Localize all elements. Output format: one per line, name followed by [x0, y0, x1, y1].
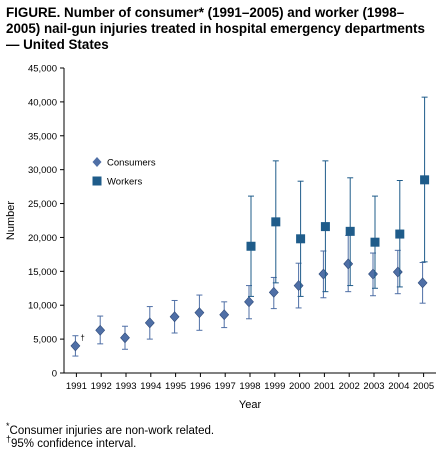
y-tick-label: 45,000 [28, 64, 57, 75]
consumers-point [144, 317, 155, 329]
consumers-point [392, 266, 403, 278]
workers-point [246, 241, 256, 251]
x-tick-label: 2005 [413, 381, 434, 392]
consumers-point [120, 332, 130, 344]
x-tick-label: 1995 [165, 381, 186, 392]
consumers-point [95, 324, 106, 336]
chart-axes: 0 5,000 10,000 15,000 20,000 25,000 30,000 35,0… [5, 64, 436, 411]
footnote-consumer: *Consumer injuries are non-work related. [6, 420, 214, 438]
y-tick-label: 10,000 [28, 301, 57, 312]
x-tick-label: 2004 [388, 381, 409, 392]
legend-consumers-marker [92, 157, 102, 167]
consumers-point [268, 286, 279, 298]
x-tick-label: 1998 [239, 381, 260, 392]
workers-point [370, 237, 380, 247]
consumers-point [219, 309, 230, 321]
y-tick-label: 35,000 [28, 131, 57, 142]
workers-point [296, 234, 306, 244]
footnote-consumer-text: Consumer injuries are non-work related. [9, 424, 215, 437]
x-tick-label: 2001 [314, 381, 335, 392]
chart-legend: Consumers Workers [92, 157, 156, 188]
consumers-point [194, 307, 205, 319]
x-axis-label: Year [239, 399, 262, 411]
x-tick-label: 1996 [190, 381, 211, 392]
consumers-point [343, 258, 354, 270]
workers-point [420, 175, 430, 185]
y-tick-label: 15,000 [28, 267, 57, 278]
workers-point [271, 217, 281, 227]
y-tick-label: 40,000 [28, 97, 57, 108]
consumers-point [318, 268, 329, 280]
y-tick-label: 20,000 [28, 233, 57, 244]
x-tick-label: 1992 [91, 381, 112, 392]
y-axis-label: Number [5, 201, 17, 240]
consumers-point [368, 268, 378, 280]
y-tick-label: 5,000 [33, 335, 57, 346]
x-tick-label: 1993 [115, 381, 136, 392]
ci-annotation: † [80, 334, 84, 343]
footnote-ci-text: 95% confidence interval. [11, 437, 137, 450]
chart-marks: † [70, 96, 430, 357]
footnote-consumer-mark: * [6, 421, 10, 431]
legend-label: Consumers [107, 158, 156, 169]
x-tick-label: 1991 [66, 381, 87, 392]
y-tick-label: 0 [52, 369, 57, 380]
x-tick-label: 2003 [363, 381, 384, 392]
footnote-ci: †95% confidence interval. [6, 433, 136, 451]
figure-title: FIGURE. Number of consumer* (1991–2005) … [6, 5, 425, 52]
legend-label: Workers [107, 177, 142, 188]
consumers-point [244, 296, 254, 308]
workers-point [395, 229, 405, 239]
legend-workers-marker [92, 176, 102, 186]
x-tick-label: 1997 [215, 381, 236, 392]
consumers-point [70, 340, 81, 352]
consumers-point [169, 311, 180, 323]
consumers-point [293, 280, 304, 292]
workers-point [320, 222, 330, 232]
x-tick-label: 2002 [339, 381, 360, 392]
workers-point [345, 226, 355, 236]
y-tick-label: 25,000 [28, 199, 57, 210]
footnote-ci-mark: † [6, 434, 12, 444]
x-tick-label: 1994 [140, 381, 161, 392]
consumers-point [417, 277, 428, 289]
y-tick-label: 30,000 [28, 165, 57, 176]
x-tick-label: 1999 [264, 381, 285, 392]
x-tick-label: 2000 [289, 381, 310, 392]
